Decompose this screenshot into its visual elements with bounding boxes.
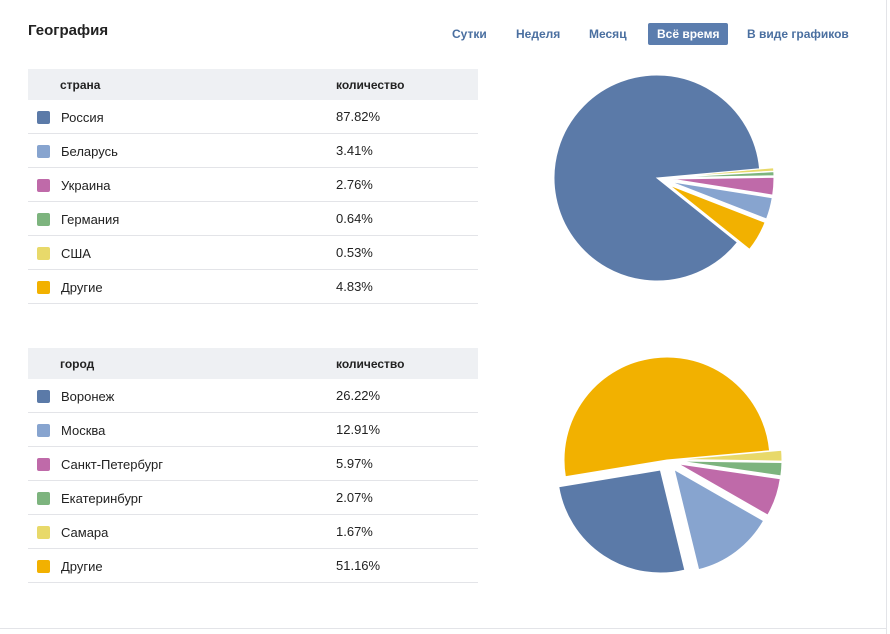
table-header-row: страна количество bbox=[28, 69, 478, 100]
pie-slice-city-0 bbox=[558, 469, 686, 574]
panel-bottom-border bbox=[0, 628, 887, 629]
tab-day[interactable]: Сутки bbox=[452, 27, 487, 41]
country-value: 0.64% bbox=[336, 201, 478, 236]
pie-slice-city-2 bbox=[678, 463, 781, 516]
countries-table: страна количество Россия 87.82% Беларусь… bbox=[28, 69, 478, 304]
legend-swatch bbox=[37, 280, 50, 294]
table-row: Беларусь 3.41% bbox=[28, 133, 478, 168]
panel-right-border bbox=[886, 0, 887, 634]
table-row: Воронеж 26.22% bbox=[28, 379, 478, 413]
country-name: Беларусь bbox=[61, 143, 118, 159]
table-header-row: город количество bbox=[28, 348, 478, 379]
country-value: 2.76% bbox=[336, 167, 478, 202]
country-name: США bbox=[61, 245, 91, 261]
city-value: 26.22% bbox=[336, 379, 478, 413]
pie-slice-city-5 bbox=[563, 356, 771, 478]
column-header-count: количество bbox=[336, 77, 405, 92]
pie-slice-country-1 bbox=[670, 181, 773, 220]
table-row: США 0.53% bbox=[28, 235, 478, 270]
legend-swatch bbox=[37, 144, 50, 158]
legend-swatch bbox=[37, 491, 50, 505]
pie-slice-country-2 bbox=[670, 176, 775, 196]
city-name: Воронеж bbox=[61, 388, 115, 404]
city-value: 2.07% bbox=[336, 480, 478, 515]
pie-slice-country-5 bbox=[668, 184, 766, 251]
country-value: 3.41% bbox=[336, 133, 478, 168]
table-row: Другие 51.16% bbox=[28, 548, 478, 583]
legend-swatch bbox=[37, 110, 50, 124]
tab-as-charts[interactable]: В виде графиков bbox=[747, 27, 849, 41]
country-name: Другие bbox=[61, 279, 103, 295]
column-header-city: город bbox=[60, 356, 95, 371]
pie-slice-city-1 bbox=[673, 468, 765, 571]
table-row: Москва 12.91% bbox=[28, 412, 478, 447]
country-value: 0.53% bbox=[336, 235, 478, 270]
pie-slice-city-4 bbox=[678, 449, 783, 462]
country-value: 87.82% bbox=[336, 100, 478, 134]
city-name: Санкт-Петербург bbox=[61, 456, 163, 472]
table-row: Самара 1.67% bbox=[28, 514, 478, 549]
legend-swatch bbox=[37, 423, 50, 437]
table-row: Екатеринбург 2.07% bbox=[28, 480, 478, 515]
city-name: Другие bbox=[61, 558, 103, 574]
city-name: Самара bbox=[61, 524, 109, 540]
city-value: 51.16% bbox=[336, 548, 478, 583]
country-name: Россия bbox=[61, 109, 104, 125]
pie-slice-city-3 bbox=[678, 460, 783, 477]
city-name: Екатеринбург bbox=[61, 490, 143, 506]
legend-swatch bbox=[37, 178, 50, 192]
tab-month[interactable]: Месяц bbox=[589, 27, 627, 41]
city-name: Москва bbox=[61, 422, 106, 438]
table-row: Другие 4.83% bbox=[28, 269, 478, 304]
country-name: Украина bbox=[61, 177, 111, 193]
period-tabs: Сутки Неделя Месяц Всё время В виде граф… bbox=[440, 23, 860, 45]
tab-week[interactable]: Неделя bbox=[516, 27, 561, 41]
legend-swatch bbox=[37, 389, 50, 403]
cities-table: город количество Воронеж 26.22% Москва 1… bbox=[28, 348, 478, 583]
city-value: 1.67% bbox=[336, 514, 478, 549]
city-value: 12.91% bbox=[336, 412, 478, 447]
pie-slice-country-3 bbox=[670, 171, 775, 178]
country-name: Германия bbox=[61, 211, 120, 227]
legend-swatch bbox=[37, 559, 50, 573]
table-row: Россия 87.82% bbox=[28, 100, 478, 134]
tab-all-time[interactable]: Всё время bbox=[648, 23, 729, 45]
pie-slice-country-0 bbox=[553, 74, 761, 282]
legend-swatch bbox=[37, 457, 50, 471]
legend-swatch bbox=[37, 212, 50, 226]
legend-swatch bbox=[37, 525, 50, 539]
legend-swatch bbox=[37, 246, 50, 260]
table-row: Германия 0.64% bbox=[28, 201, 478, 236]
table-row: Украина 2.76% bbox=[28, 167, 478, 202]
column-header-country: страна bbox=[60, 77, 101, 92]
country-value: 4.83% bbox=[336, 269, 478, 304]
page-title: География bbox=[28, 22, 109, 39]
column-header-count: количество bbox=[336, 356, 405, 371]
city-value: 5.97% bbox=[336, 446, 478, 481]
table-row: Санкт-Петербург 5.97% bbox=[28, 446, 478, 481]
